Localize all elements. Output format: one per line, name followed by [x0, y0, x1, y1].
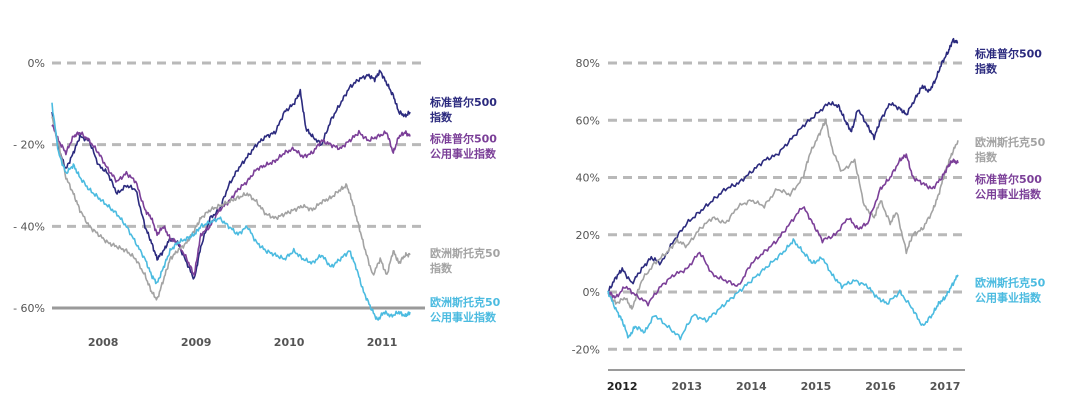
series-line-sp500 [51, 69, 411, 280]
y-tick-label: 40% [576, 172, 600, 185]
y-tick-label: 80% [576, 57, 600, 70]
chart-2012-2017: 80% 60% 40% 20% 0% -20% 2012 2013 2014 2015 2016 20… [572, 37, 1046, 393]
series-line-stoxx50 [51, 116, 411, 301]
chart-2007-2011: 0% - 20% - 40% - 60% 2008 2009 2010 2011 标准普尔500… [13, 57, 501, 349]
series-label-stoxx50: 欧洲斯托克50 [975, 135, 1046, 149]
x-tick-label: 2011 [367, 336, 398, 349]
series-label-sp500-util: 标准普尔500 [974, 172, 1042, 186]
x-tick-label: 2012 [607, 380, 638, 393]
x-tick-label: 2014 [736, 380, 767, 393]
y-tick-label: - 60% [13, 302, 45, 315]
x-tick-label: 2016 [865, 380, 896, 393]
x-tick-label: 2008 [88, 336, 119, 349]
y-tick-label: 0% [583, 286, 600, 299]
series-label-sp500: 标准普尔500 [429, 95, 497, 109]
series-label-stoxx50-line2: 指数 [975, 150, 998, 164]
y-tick-label: 20% [576, 229, 600, 242]
series-line-sp500-util [51, 124, 411, 277]
series-label-stoxx50-util-line2: 公用事业指数 [430, 310, 497, 324]
series-label-stoxx50-util: 欧洲斯托克50 [975, 275, 1046, 289]
series-label-sp500-util-line2: 公用事业指数 [975, 187, 1042, 201]
series-line-sp500 [607, 37, 959, 293]
series-line-stoxx50-util [51, 102, 411, 321]
series-label-stoxx50-line2: 指数 [430, 261, 453, 275]
series-label-stoxx50-util: 欧洲斯托克50 [430, 295, 501, 309]
x-tick-label: 2010 [274, 336, 305, 349]
x-tick-label: 2013 [671, 380, 702, 393]
series-label-sp500-util: 标准普尔500 [429, 132, 497, 146]
y-tick-label: - 20% [13, 139, 45, 152]
y-tick-label: 0% [28, 57, 45, 70]
series-line-stoxx50 [607, 118, 959, 310]
series-line-stoxx50-util [607, 238, 959, 341]
series-label-sp500-line2: 指数 [975, 61, 998, 75]
x-tick-label: 2017 [930, 380, 961, 393]
series-line-sp500-util [607, 153, 959, 307]
x-tick-label: 2015 [801, 380, 832, 393]
x-tick-label: 2009 [181, 336, 212, 349]
y-tick-label: -20% [572, 343, 600, 356]
series-label-sp500-util-line2: 公用事业指数 [430, 147, 497, 161]
y-tick-label: 60% [576, 114, 600, 127]
series-label-sp500: 标准普尔500 [974, 46, 1042, 60]
series-label-stoxx50-util-line2: 公用事业指数 [975, 290, 1042, 304]
y-tick-label: - 40% [13, 220, 45, 233]
series-label-sp500-line2: 指数 [430, 110, 453, 124]
series-label-stoxx50: 欧洲斯托克50 [430, 246, 501, 260]
